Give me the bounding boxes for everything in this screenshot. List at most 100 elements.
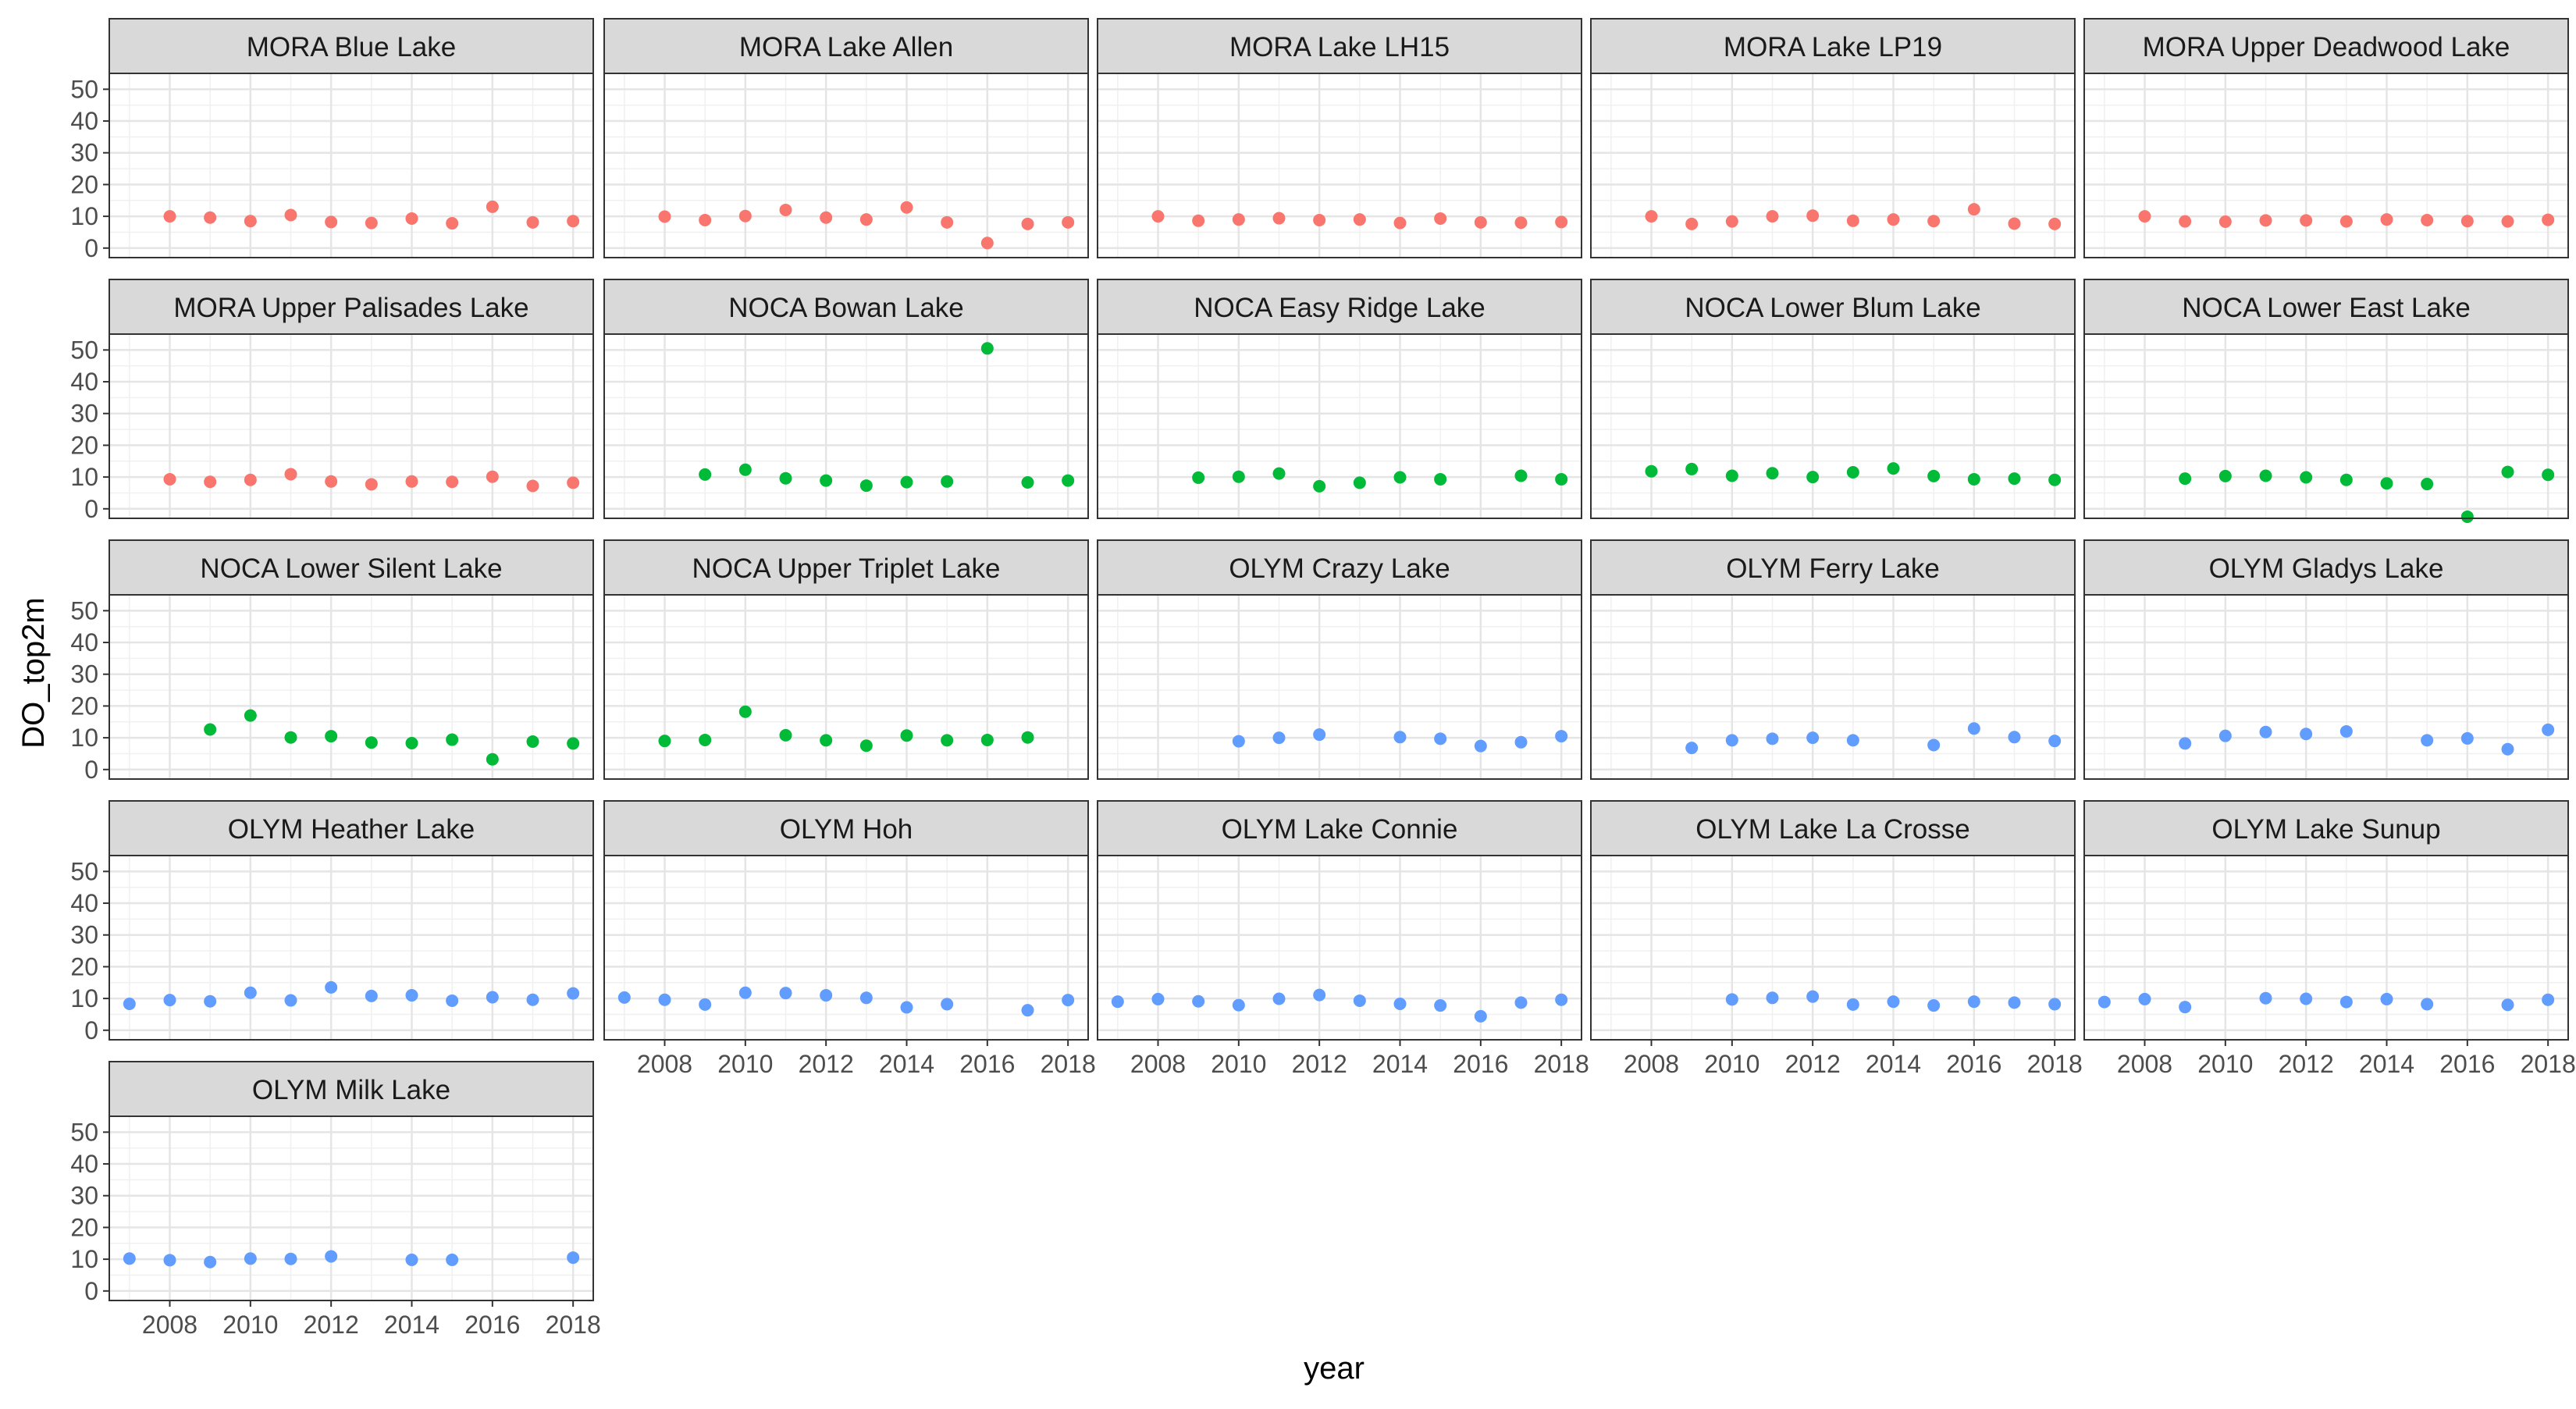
data-point: [2259, 214, 2272, 227]
data-point: [2339, 995, 2353, 1009]
data-point: [1021, 731, 1034, 744]
data-point: [2259, 725, 2272, 738]
data-point: [1062, 215, 1075, 229]
facet-strip-label: OLYM Lake Sunup: [2211, 814, 2440, 845]
data-point: [658, 993, 671, 1006]
data-point: [2542, 468, 2555, 482]
y-tick-label: 50: [70, 596, 98, 624]
data-point: [365, 216, 378, 229]
y-tick-label: 30: [70, 400, 98, 428]
data-point: [526, 215, 539, 229]
plot-background: [1098, 856, 1582, 1040]
data-point: [1111, 995, 1124, 1009]
data-point: [2259, 469, 2272, 482]
facet-panel: NOCA Lower Blum Lake: [1590, 279, 2076, 519]
data-point: [1806, 731, 1820, 745]
x-tick-label: 2008: [2117, 1050, 2172, 1078]
data-point: [1967, 472, 1980, 486]
x-tick-label: 2018: [1041, 1050, 1096, 1078]
data-point: [738, 986, 752, 999]
plot-background: [604, 595, 1088, 779]
x-tick-label: 2012: [1292, 1050, 1347, 1078]
data-point: [1232, 213, 1245, 226]
facet-strip: [603, 539, 1089, 596]
x-tick-label: 2012: [304, 1311, 359, 1339]
panel-border: [1097, 333, 1582, 519]
data-point: [446, 217, 459, 230]
x-tick-label: 2016: [1946, 1050, 2001, 1078]
data-point: [2542, 213, 2555, 226]
plot-background: [1591, 73, 2075, 258]
facet-panel: NOCA Bowan Lake: [603, 279, 1089, 519]
facet-panel: NOCA Lower Silent Lake 0 10 20 30 40 50: [70, 539, 594, 784]
data-point: [1555, 215, 1568, 229]
plot-background: [109, 595, 593, 779]
data-point: [1766, 210, 1779, 223]
data-point: [1927, 215, 1941, 228]
data-point: [325, 215, 338, 229]
facet-strip: [1097, 539, 1582, 596]
data-point: [284, 731, 297, 744]
data-point: [284, 208, 297, 222]
facet-panel: OLYM Ferry Lake: [1590, 539, 2076, 780]
data-point: [699, 998, 712, 1011]
data-point: [2300, 728, 2313, 741]
y-tick-label: 20: [70, 1213, 98, 1241]
data-point: [2421, 213, 2434, 226]
facet-strip-label: OLYM Ferry Lake: [1726, 553, 1940, 584]
y-tick-label: 50: [70, 75, 98, 103]
data-point: [1062, 994, 1075, 1007]
data-point: [123, 998, 136, 1011]
data-point: [2501, 742, 2514, 756]
data-point: [1313, 728, 1326, 742]
data-point: [1967, 203, 1980, 216]
x-axis-title: year: [1304, 1351, 1364, 1386]
panel-border: [109, 855, 594, 1041]
data-point: [2460, 215, 2474, 228]
y-tick-label: 30: [70, 1182, 98, 1210]
panel-border: [603, 73, 1089, 258]
data-point: [1514, 735, 1528, 749]
data-point: [405, 989, 418, 1002]
data-point: [820, 989, 833, 1002]
x-tick-label: 2010: [222, 1311, 278, 1339]
data-point: [2048, 473, 2062, 486]
x-tick-label: 2008: [1624, 1050, 1679, 1078]
data-point: [738, 705, 752, 718]
data-point: [1021, 217, 1034, 230]
facet-panel: MORA Upper Deadwood Lake: [2083, 18, 2569, 258]
x-tick-label: 2016: [959, 1050, 1015, 1078]
data-point: [2542, 723, 2555, 736]
panel-border: [1590, 333, 2076, 519]
facet-panel: MORA Upper Palisades Lake 0 10 20 30 40 50: [70, 279, 594, 523]
panel-border: [2083, 594, 2569, 780]
data-point: [699, 733, 712, 746]
data-point: [284, 994, 297, 1007]
facet-panel: OLYM Milk Lake 0 10 20 30 40 50 2008 2010 2012 201…: [70, 1061, 601, 1339]
data-point: [2218, 215, 2232, 229]
data-point: [446, 475, 459, 489]
data-point: [1393, 998, 1407, 1011]
data-point: [1474, 739, 1487, 753]
facet-strip: [1590, 800, 2076, 856]
data-point: [405, 475, 418, 488]
data-point: [2259, 991, 2272, 1005]
panel-border: [603, 594, 1089, 780]
facet-strip: [1590, 539, 2076, 596]
facet-strip-label: NOCA Upper Triplet Lake: [692, 553, 1001, 584]
x-tick-label: 2018: [2521, 1050, 2576, 1078]
panel-border: [109, 333, 594, 519]
data-point: [779, 987, 792, 1000]
data-point: [1313, 988, 1326, 1002]
facet-strip-label: MORA Lake Allen: [739, 32, 953, 62]
data-point: [1927, 469, 1941, 482]
data-point: [204, 1255, 217, 1268]
data-point: [900, 729, 913, 742]
facet-panel: NOCA Upper Triplet Lake: [603, 539, 1089, 780]
facet-strip-label: MORA Lake LH15: [1229, 32, 1450, 62]
data-point: [567, 737, 580, 750]
data-point: [2138, 992, 2151, 1005]
facet-strip: [2083, 800, 2569, 856]
data-point: [2008, 217, 2021, 230]
